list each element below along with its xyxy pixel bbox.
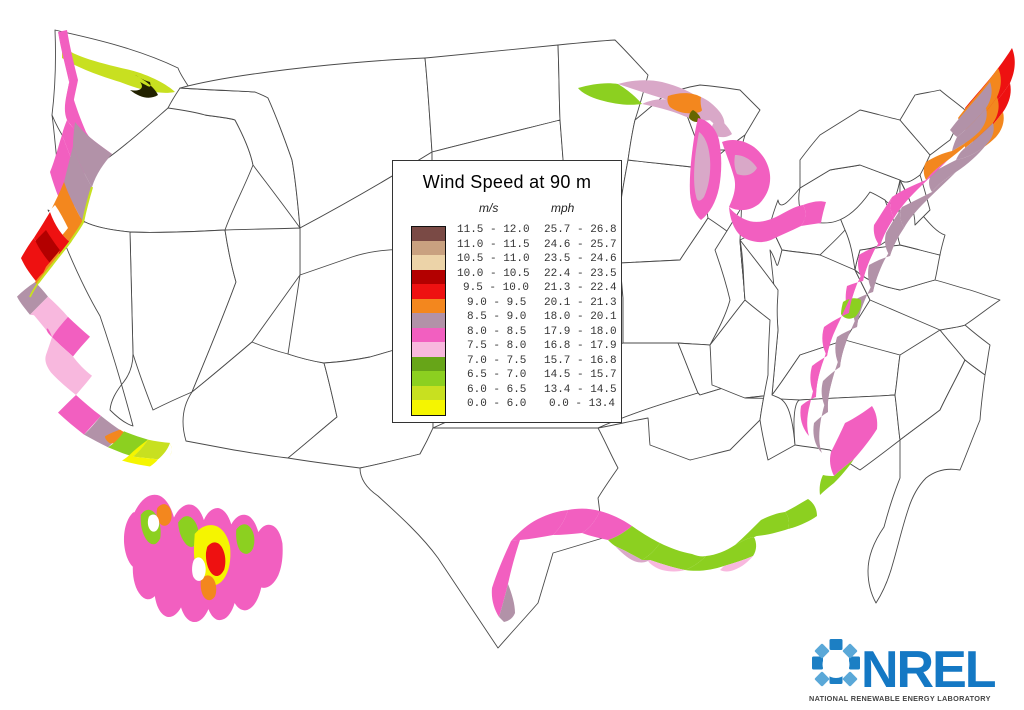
- svg-text:NREL: NREL: [861, 641, 996, 699]
